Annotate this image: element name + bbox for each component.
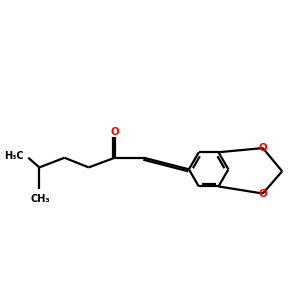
Text: H₃C: H₃C [4, 151, 23, 161]
Text: O: O [110, 127, 119, 137]
Text: O: O [258, 188, 267, 199]
Text: CH₃: CH₃ [31, 194, 51, 204]
Text: O: O [258, 143, 267, 153]
